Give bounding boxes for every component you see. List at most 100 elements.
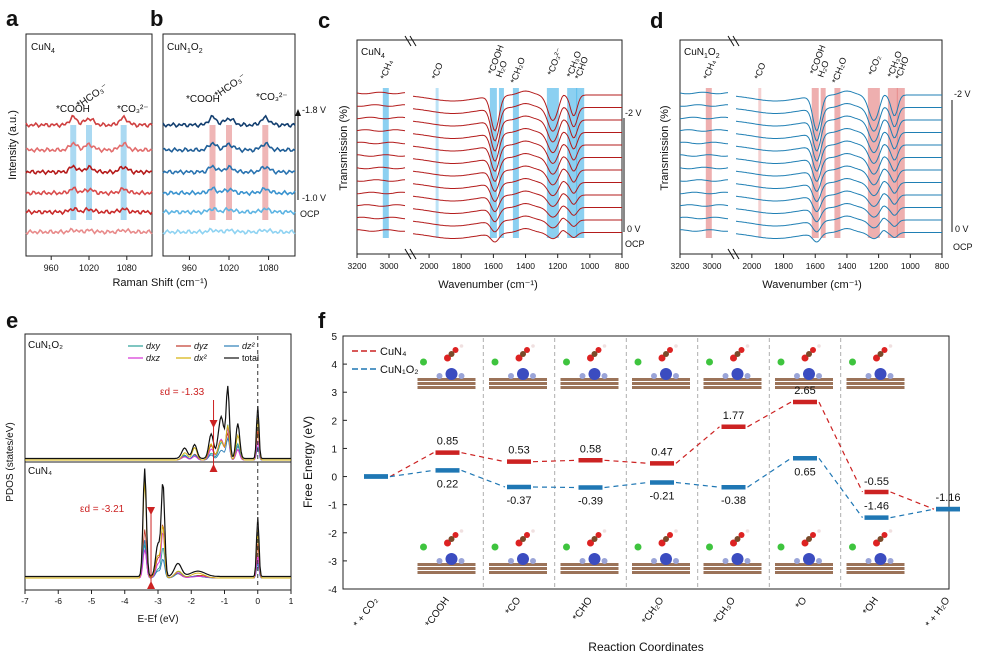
a-spectrum-2 [25, 206, 153, 216]
a-spectrum-6 [25, 114, 153, 129]
legend-text-dxy: dxy [146, 341, 161, 351]
d-spectrum-2 [735, 102, 942, 142]
d-spectrum-left-9 [679, 191, 729, 195]
atom-k-top-6 [777, 358, 785, 366]
energy-label-CuN4-2: 0.53 [508, 445, 529, 457]
d-tick-label: 1400 [837, 261, 856, 271]
atom-c-bottom-1 [448, 536, 455, 542]
atom-n2-bottom-4 [673, 558, 679, 564]
b-spectrum-5 [162, 141, 296, 154]
atom-n-top-7 [865, 373, 872, 379]
f-xcat-label-8: *OH [861, 595, 881, 617]
panel-b-bands [209, 125, 269, 220]
d-spectrum-8 [735, 177, 942, 203]
c-tick-label: 1200 [548, 261, 567, 271]
atom-n2-bottom-6 [816, 558, 822, 564]
atom-o-top-4 [658, 354, 666, 362]
c-spectrum-4 [412, 127, 622, 162]
atom-c-top-4 [663, 351, 669, 357]
atom-c-bottom-6 [806, 536, 812, 542]
atom-cu-bottom-5 [731, 553, 744, 565]
pdos-cun1o2-total [25, 385, 291, 460]
pdos-cun4-orbital-5 [25, 480, 291, 579]
pdos-cun1o2-orbital-2 [25, 429, 291, 461]
slab-layer-bottom-4 [632, 571, 690, 574]
atom-o-top-2 [515, 354, 523, 362]
c-spectrum-9 [412, 190, 622, 213]
atom-n2-bottom-2 [530, 558, 536, 564]
atom-n-bottom-4 [651, 558, 657, 564]
legend-text-dx2: dx² [194, 353, 208, 363]
slab-layer-top-2 [489, 386, 547, 389]
f-xcat-label-5: *CH₂O [640, 595, 666, 626]
panel-b-potential-top: -1.8 V [302, 105, 326, 115]
panel-a-ylabel: Intensity (a.u.) [7, 110, 19, 180]
atom-k-top-7 [849, 358, 856, 366]
panel-c-curves [356, 90, 622, 243]
panel-d-break-bottom-2 [732, 248, 740, 260]
atom-k-bottom-6 [777, 543, 785, 551]
atom-k-bottom-3 [563, 543, 570, 551]
atom-h-bottom-2 [531, 529, 535, 533]
atom-k-top-5 [706, 358, 713, 366]
d-spectrum-5 [735, 140, 942, 173]
atom-cu-top-1 [445, 368, 458, 380]
panel-c-break-top-1 [404, 35, 412, 47]
panel-d-ylabel: Transmission (%) [659, 105, 671, 190]
panel-c-break-top-2 [409, 35, 417, 47]
atom-o-bottom-4 [658, 539, 666, 547]
a-spectrum-3 [25, 186, 153, 197]
atom-cu-bottom-3 [588, 553, 601, 565]
f-xcat-label-6: *CH₃O [712, 595, 738, 626]
c-peak-band [498, 88, 504, 238]
atom-cu-bottom-1 [445, 553, 458, 565]
panel-ab-xlabel: Raman Shift (cm⁻¹) [112, 277, 207, 289]
f-ytick-label: -1 [328, 501, 337, 512]
c-peak-label-5: *CH₂O [508, 56, 527, 85]
slab-layer-bottom-5 [703, 571, 762, 574]
atom-k-bottom-7 [849, 543, 856, 551]
a-tick-label: 1080 [117, 263, 137, 273]
atom-h-top-2 [531, 344, 535, 348]
panel-d-sample: CuN1O2 [684, 47, 720, 60]
panel-d-break-top-1 [727, 35, 735, 47]
a-spectrum-1 [25, 227, 153, 235]
c-tick-label: 800 [615, 261, 629, 271]
f-ytick-label: 3 [331, 388, 337, 399]
pdos-cun1o2-orbital-4 [25, 428, 291, 461]
atom-n-bottom-7 [865, 558, 872, 564]
atom-o2-bottom-5 [738, 532, 745, 538]
atom-o-top-3 [587, 354, 594, 362]
d-spectrum-left-3 [679, 116, 729, 120]
f-xcat-label-1: * + CO₂ [352, 595, 381, 629]
panel-a: CuN4 *COOH *HCO₃⁻ *CO₃²⁻ 960 1020 1080 Int… [7, 33, 153, 273]
c-spectrum-11 [412, 215, 622, 233]
atom-o-top-6 [801, 354, 809, 362]
eps-marker-arrow-top-bottom [209, 464, 218, 472]
energy-label-CuN4-7: -0.55 [864, 476, 889, 488]
atom-n-bottom-1 [436, 558, 443, 564]
panel-c-ticks: 3200 3000 2000 1800 1600 1400 1200 1000 800 [348, 254, 629, 271]
d-spectrum-3 [735, 115, 942, 152]
panel-f-xlabel: Reaction Coordinates [588, 640, 703, 654]
atom-n2-top-1 [458, 373, 465, 379]
f-ytick-label: 5 [331, 332, 337, 343]
pdos-cun1o2-orbital-5 [25, 417, 291, 461]
d-spectrum-left-4 [679, 129, 729, 132]
d-peak-band [758, 88, 762, 238]
slab-layer-top-3 [560, 386, 619, 389]
energy-label-CuN4-4: 0.47 [651, 446, 672, 458]
slab-layer-top-6 [775, 386, 833, 389]
panel-d-letter: d [650, 8, 663, 33]
c-spectrum-1 [412, 90, 622, 132]
panel-e-letter: e [6, 308, 18, 333]
atom-n2-bottom-1 [458, 558, 465, 564]
a-spectrum-5 [25, 141, 153, 154]
d-spectrum-left-7 [679, 166, 729, 170]
atom-h-top-3 [602, 344, 607, 348]
energy-label-CuN4-6: 2.65 [794, 385, 815, 397]
b-peak-band [209, 125, 216, 220]
slab-layer-bottom-4 [632, 563, 690, 566]
